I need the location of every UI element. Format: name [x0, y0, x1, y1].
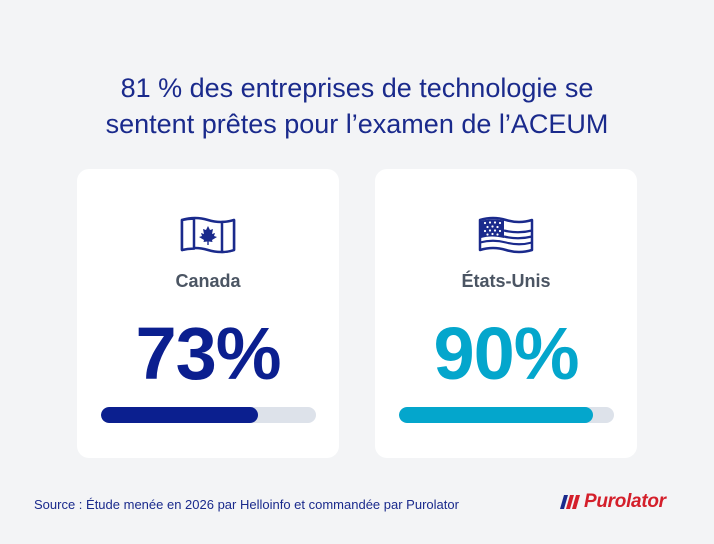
canada-flag-icon — [180, 216, 236, 254]
percent-value: 90% — [433, 312, 579, 395]
progress-track — [399, 407, 614, 423]
title-line-1: 81 % des entreprises de technologie se — [120, 73, 594, 103]
progress-track — [101, 407, 316, 423]
usa-card: États-Unis 90% — [375, 169, 637, 458]
country-label: Canada — [175, 271, 241, 291]
country-label: États-Unis — [461, 271, 551, 291]
title-line-2: sentent prêtes pour l’examen de l’ACEUM — [105, 109, 609, 139]
purolator-stripes-icon — [560, 495, 580, 509]
purolator-logo: Purolator — [560, 490, 666, 514]
progress-fill — [399, 407, 593, 423]
canada-card: Canada 73% — [77, 169, 339, 458]
logo-wordmark: Purolator — [584, 491, 666, 512]
page-title: 81 % des entreprises de technologie se s… — [0, 70, 714, 142]
usa-flag-icon — [478, 216, 534, 254]
progress-fill — [101, 407, 258, 423]
source-note: Source : Étude menée en 2026 par Helloin… — [34, 497, 459, 512]
percent-value: 73% — [135, 312, 281, 395]
